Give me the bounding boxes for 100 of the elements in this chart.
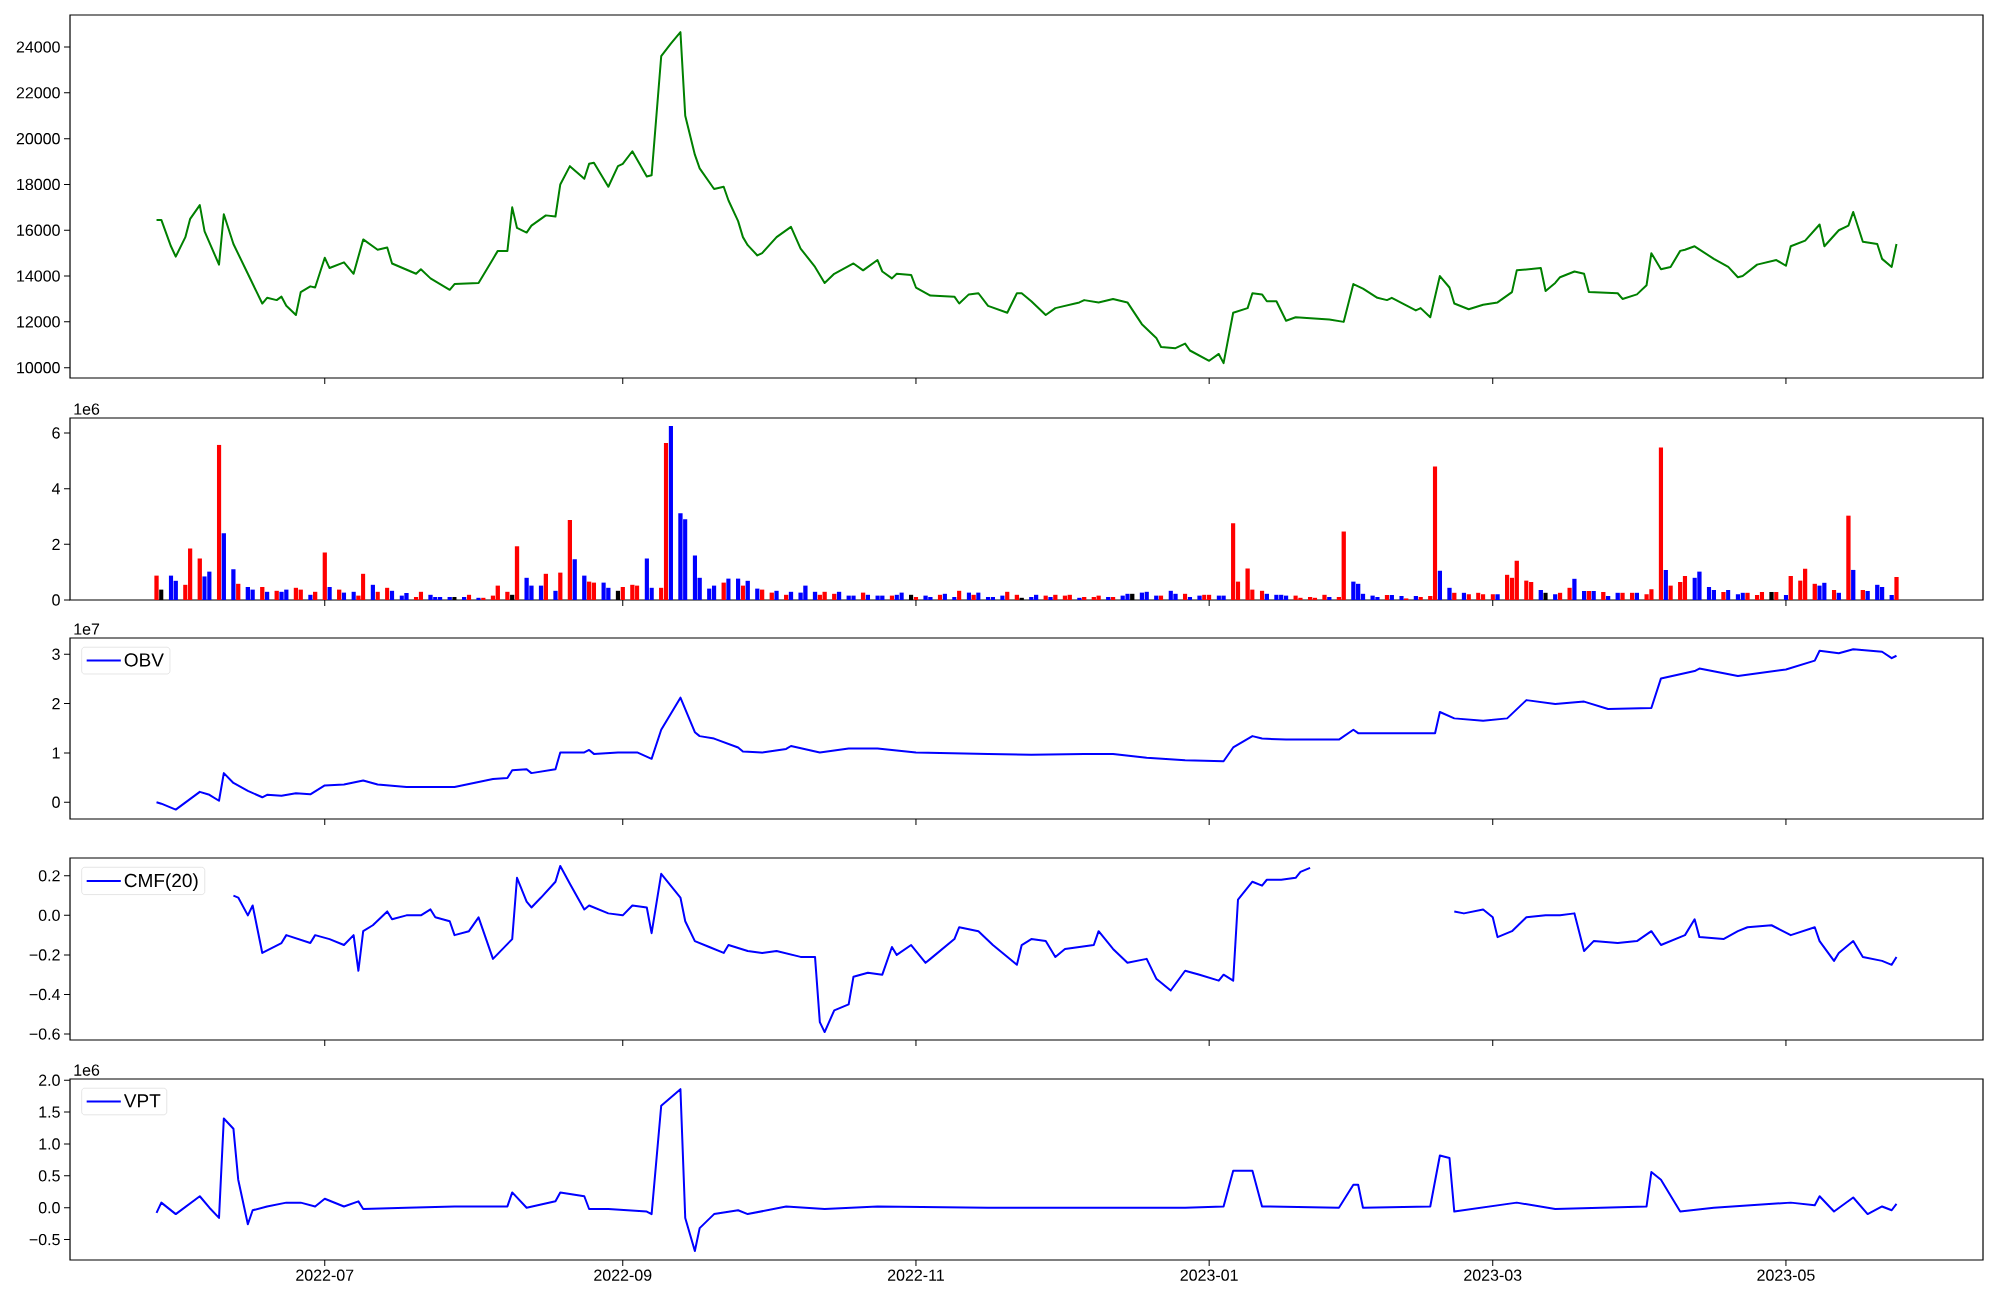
bar	[1572, 578, 1577, 600]
bar	[274, 590, 279, 600]
bar	[1581, 591, 1587, 600]
bar	[1754, 594, 1760, 600]
bar	[952, 596, 957, 600]
text: 1e6	[74, 403, 100, 415]
bar	[942, 593, 947, 600]
bar	[1860, 589, 1865, 600]
bar	[1663, 569, 1668, 600]
bar	[495, 585, 500, 600]
bar	[721, 582, 726, 600]
bar	[462, 596, 467, 600]
bar	[1629, 592, 1635, 600]
y-tick-label: 1.5	[39, 1106, 60, 1118]
bar	[1514, 560, 1519, 600]
x-tick-label: 2022-09	[594, 1269, 652, 1281]
bar	[202, 576, 207, 600]
bar	[553, 590, 558, 600]
y-tick-label: 22000	[16, 87, 60, 99]
bar	[327, 586, 332, 600]
y-tick-label: 3	[52, 648, 60, 660]
text: 1e6	[74, 1064, 100, 1076]
bar	[678, 513, 683, 600]
x-tick-label: 2022-07	[296, 1269, 354, 1281]
bar	[1817, 585, 1822, 600]
bar	[1505, 574, 1510, 600]
bar	[538, 585, 544, 600]
bar	[663, 443, 669, 600]
bar	[197, 558, 202, 600]
bar	[740, 585, 746, 600]
bar	[428, 594, 433, 600]
bar	[1182, 593, 1188, 600]
bar	[711, 585, 717, 600]
bar	[1706, 586, 1712, 600]
y-tick-label: 0.2	[38, 870, 60, 882]
bar	[1399, 596, 1404, 600]
bar	[1413, 596, 1418, 600]
bar	[971, 594, 976, 600]
bar	[1836, 592, 1841, 600]
y-tick-label: 6	[52, 427, 60, 439]
bar	[389, 590, 395, 600]
bar	[1356, 583, 1361, 600]
bar	[1711, 589, 1716, 600]
bar	[1601, 591, 1606, 600]
bar	[1447, 587, 1452, 600]
bar	[1307, 596, 1313, 600]
bar	[755, 588, 760, 600]
bar	[1452, 592, 1457, 600]
bar	[1082, 596, 1087, 600]
bar	[1389, 594, 1394, 600]
bar	[606, 587, 611, 600]
bar	[913, 596, 919, 600]
bar	[1615, 592, 1620, 600]
bar	[567, 520, 573, 600]
y-tick-label: 0.5	[38, 1170, 60, 1182]
bar	[1774, 591, 1779, 600]
bar	[1759, 591, 1765, 600]
bar	[1029, 596, 1034, 600]
y-tick-label: 10000	[17, 362, 60, 374]
bar	[1649, 589, 1654, 600]
y-tick-label: 0.0	[38, 1202, 60, 1214]
bar	[1437, 570, 1443, 600]
bar	[957, 590, 962, 600]
bar	[1245, 568, 1250, 600]
bar	[1466, 594, 1471, 600]
bar	[582, 575, 587, 600]
x-tick-label: 2023-03	[1464, 1269, 1522, 1281]
bar	[245, 586, 250, 600]
y-tick-label: 12000	[17, 316, 60, 328]
y-tick-label: 1.0	[39, 1138, 60, 1150]
bar	[1605, 596, 1611, 600]
bar	[447, 596, 452, 600]
bar	[1812, 583, 1817, 600]
bar	[620, 586, 625, 600]
bar	[572, 559, 577, 600]
bar	[1634, 592, 1640, 600]
bar	[1187, 596, 1193, 600]
bar	[1375, 596, 1380, 600]
bar	[1524, 580, 1529, 600]
bar	[692, 555, 698, 600]
bar	[745, 580, 750, 600]
bar	[221, 533, 226, 600]
bar	[601, 582, 606, 600]
bar	[1553, 594, 1558, 600]
legend-label: OBV	[124, 653, 164, 667]
bar	[1110, 596, 1116, 600]
bar	[1567, 587, 1572, 600]
bar	[1480, 594, 1486, 600]
bar	[1682, 576, 1688, 600]
y-tick-label: 2	[52, 538, 60, 550]
bar	[990, 596, 996, 600]
bar	[216, 444, 222, 600]
bar	[1783, 594, 1789, 600]
bar	[1875, 584, 1880, 600]
y-tick-label: −0.6	[29, 1028, 60, 1040]
bar	[1197, 595, 1202, 600]
bar	[1620, 592, 1625, 600]
bar	[1384, 594, 1390, 600]
bar	[586, 581, 592, 600]
bar	[524, 577, 529, 600]
